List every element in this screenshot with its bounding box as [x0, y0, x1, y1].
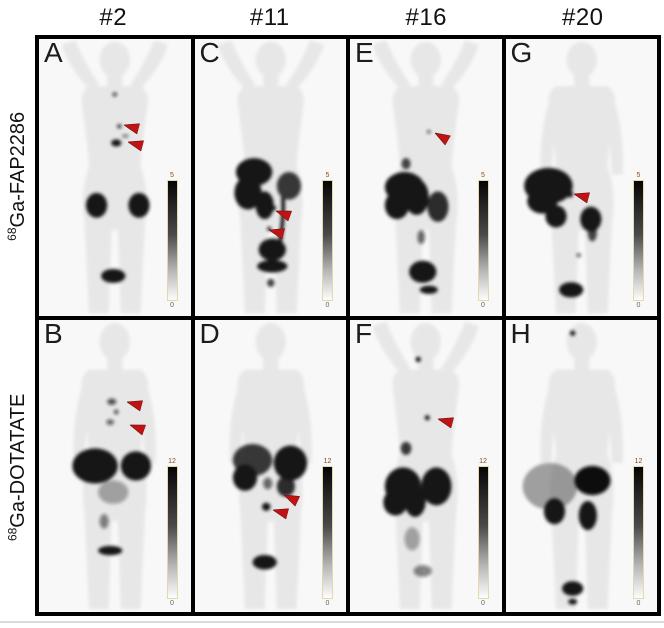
colorbar-min-label: 0 — [170, 600, 174, 608]
suv-colorbar: 12 0 — [477, 458, 489, 607]
pet-mip-image — [523, 41, 623, 314]
colorbar-max-label: 12 — [168, 458, 176, 466]
tracer-name: Ga-FAP2286 — [6, 112, 29, 228]
pet-mip-image — [61, 40, 168, 314]
suv-colorbar: 12 0 — [322, 458, 333, 607]
colorbar-max-label: 12 — [634, 458, 643, 466]
panel-F-pet-scan: F 12 0 — [350, 320, 502, 612]
lesion-arrowhead — [572, 192, 590, 204]
tracer-name: Ga-DOTATATE — [6, 393, 29, 528]
panel-D-pet-scan: D 12 0 — [194, 320, 346, 612]
row-label-dotatate: 68Ga-DOTATATE — [0, 318, 35, 616]
panel-A-pet-scan: A 5 0 — [39, 39, 191, 317]
colorbar-min-label: 0 — [481, 600, 485, 608]
suv-colorbar: 5 0 — [477, 172, 489, 309]
lesion-arrowhead — [128, 424, 146, 436]
column-header-patient16: #16 — [405, 3, 448, 31]
panel-G-pet-scan: G 5 0 — [505, 39, 657, 317]
colorbar-min-label: 0 — [636, 302, 641, 310]
pet-mip-image — [372, 321, 479, 610]
panel-letter: D — [199, 320, 220, 350]
suv-colorbar: 5 0 — [166, 172, 178, 309]
colorbar-max-label: 5 — [636, 172, 641, 180]
panel-letter: E — [355, 39, 374, 68]
column-header-patient2: #2 — [99, 3, 128, 31]
pet-mip-image — [72, 323, 156, 610]
colorbar-max-label: 5 — [170, 172, 174, 180]
panel-letter: F — [355, 320, 373, 350]
colorbar-min-label: 0 — [636, 600, 641, 608]
suv-colorbar: 5 0 — [322, 172, 333, 309]
lesion-arrowhead — [125, 400, 143, 412]
colorbar-max-label: 12 — [323, 458, 332, 466]
pet-mip-image — [372, 40, 479, 314]
colorbar-max-label: 5 — [325, 172, 330, 180]
suv-colorbar: 12 0 — [166, 458, 178, 607]
panel-letter: A — [44, 39, 63, 68]
panel-E-pet-scan: E 5 0 — [350, 39, 502, 317]
colorbar-min-label: 0 — [481, 302, 485, 310]
column-header-patient20: #20 — [561, 3, 604, 31]
colorbar-min-label: 0 — [325, 302, 330, 310]
lesion-arrowhead — [122, 123, 140, 135]
row-label-fap2286: 68Ga-FAP2286 — [0, 35, 35, 318]
panel-H-pet-scan: H 12 0 — [505, 320, 657, 612]
pet-mip-image — [229, 323, 312, 610]
suv-colorbar: 12 0 — [633, 458, 644, 607]
column-headers: #2 #11 #16 #20 — [35, 0, 661, 35]
suv-colorbar: 5 0 — [633, 172, 644, 309]
isotope-superscript: 68 — [5, 527, 20, 541]
panel-grid: A 5 0 C — [35, 35, 661, 616]
lesion-arrowhead — [267, 228, 285, 240]
panel-C-pet-scan: C 5 0 — [194, 39, 346, 317]
lesion-arrowhead — [436, 417, 454, 429]
panel-letter: C — [199, 39, 220, 68]
panel-letter: H — [510, 320, 531, 350]
column-header-patient11: #11 — [249, 3, 290, 31]
lesion-arrowhead — [283, 494, 300, 507]
panel-letter: B — [44, 320, 63, 350]
colorbar-max-label: 12 — [479, 458, 487, 466]
colorbar-min-label: 0 — [325, 600, 330, 608]
pet-mip-image — [522, 323, 623, 610]
isotope-superscript: 68 — [5, 227, 20, 241]
panel-B-pet-scan: B 12 0 — [39, 320, 191, 612]
page-edge-rule — [0, 621, 664, 623]
panel-letter: G — [510, 39, 533, 68]
pet-mip-image — [217, 40, 324, 314]
colorbar-max-label: 5 — [481, 172, 485, 180]
lesion-arrowhead — [434, 132, 451, 146]
colorbar-min-label: 0 — [170, 302, 174, 310]
